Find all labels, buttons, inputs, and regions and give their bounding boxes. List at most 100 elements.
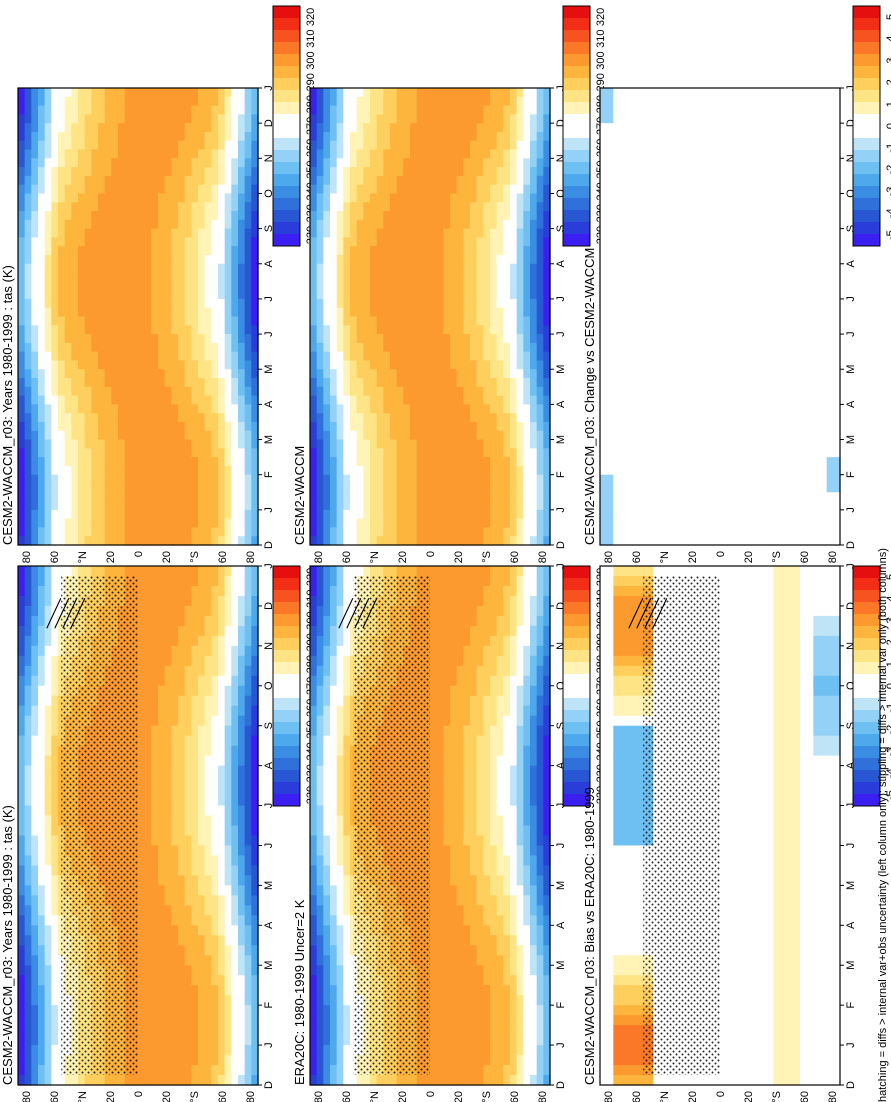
heat-cell — [198, 237, 206, 247]
heat-cell — [144, 237, 152, 247]
heat-cell — [158, 1055, 166, 1066]
heat-cell — [44, 211, 52, 221]
heat-cell — [24, 1045, 32, 1056]
heat-cell — [158, 566, 166, 577]
heat-cell — [31, 695, 39, 707]
heat-cell — [138, 131, 146, 142]
heat-cell — [98, 1075, 106, 1086]
heat-cell — [124, 237, 132, 247]
heat-cell — [44, 158, 52, 168]
heat-cell — [104, 184, 112, 195]
heat-cell — [31, 439, 39, 449]
heat-cell — [251, 755, 259, 767]
heat-cell — [430, 875, 438, 886]
heat-cell — [238, 404, 246, 414]
heat-cell — [38, 430, 46, 441]
heat-cell — [231, 158, 239, 168]
heat-cell — [138, 325, 146, 335]
heat-cell — [24, 483, 32, 493]
heat-cell — [204, 745, 212, 757]
heat-cell — [171, 775, 179, 787]
heat-cell — [58, 404, 66, 414]
heat-cell — [51, 1055, 59, 1066]
heat-cell — [184, 755, 192, 767]
month-tick-label: J — [263, 803, 275, 809]
heat-cell — [51, 895, 59, 906]
month-tick-label: A — [263, 259, 275, 267]
heat-cell — [71, 123, 79, 133]
heat-cell — [316, 595, 324, 607]
heat-cell — [191, 735, 199, 747]
heat-cell — [111, 272, 119, 282]
heat-cell — [330, 695, 338, 707]
heat-cell — [184, 360, 192, 370]
heat-cell — [124, 211, 132, 221]
heat-cell — [184, 457, 192, 467]
heat-cell — [51, 307, 59, 318]
heat-cell — [138, 725, 146, 737]
heat-cell — [164, 835, 172, 847]
heat-cell — [138, 1055, 146, 1066]
heat-cell — [151, 202, 159, 212]
heat-cell — [198, 518, 206, 529]
heat-cell — [430, 1045, 438, 1056]
heat-cell — [31, 965, 39, 976]
heat-cell — [44, 175, 52, 186]
heat-cell — [151, 595, 159, 607]
heat-cell — [191, 685, 199, 697]
heat-cell — [238, 474, 246, 485]
heat-cell — [144, 775, 152, 787]
heat-cell — [31, 665, 39, 677]
heat-cell — [211, 96, 219, 107]
heat-cell — [158, 965, 166, 976]
heat-cell — [18, 775, 26, 787]
heat-cell — [251, 825, 259, 837]
heat-cell — [104, 536, 112, 546]
heat-cell — [244, 518, 252, 529]
heat-cell — [443, 715, 451, 727]
heat-cell — [151, 975, 159, 986]
heat-cell — [184, 246, 192, 256]
heat-cell — [184, 925, 192, 936]
heat-cell — [144, 735, 152, 747]
heat-cell — [24, 765, 32, 777]
heat-cell — [91, 360, 99, 370]
heat-cell — [443, 995, 451, 1006]
heat-cell — [131, 378, 139, 388]
lat-tick-label: °N — [77, 551, 89, 563]
heat-cell — [18, 895, 26, 906]
heat-cell — [138, 1065, 146, 1076]
heat-cell — [144, 955, 152, 966]
heat-cell — [198, 605, 206, 617]
heat-cell — [171, 246, 179, 256]
heat-cell — [58, 465, 66, 476]
heat-cell — [18, 140, 26, 151]
heat-cell — [24, 404, 32, 414]
heat-cell — [124, 114, 132, 124]
heat-cell — [191, 845, 199, 857]
heat-cell — [51, 845, 59, 857]
heat-cell — [184, 369, 192, 379]
heat-cell — [450, 585, 458, 597]
heat-cell — [164, 290, 172, 300]
heat-cell — [231, 735, 239, 747]
heat-cell — [64, 395, 72, 405]
heat-cell — [191, 775, 199, 787]
heat-cell — [104, 566, 112, 577]
lat-tick-label: 20 — [161, 551, 173, 563]
heat-cell — [231, 395, 239, 405]
heat-cell — [38, 298, 46, 309]
heat-cell — [330, 795, 338, 807]
heat-cell — [316, 566, 324, 577]
heat-cell — [244, 915, 252, 926]
heat-cell — [231, 430, 239, 441]
heat-cell — [178, 566, 186, 577]
heat-cell — [44, 193, 52, 203]
heat-cell — [238, 575, 246, 587]
heat-cell — [38, 395, 46, 405]
heat-cell — [218, 695, 226, 707]
heat-cell — [164, 915, 172, 926]
heat-cell — [98, 501, 106, 511]
heat-cell — [316, 805, 324, 817]
heat-cell — [224, 625, 232, 637]
